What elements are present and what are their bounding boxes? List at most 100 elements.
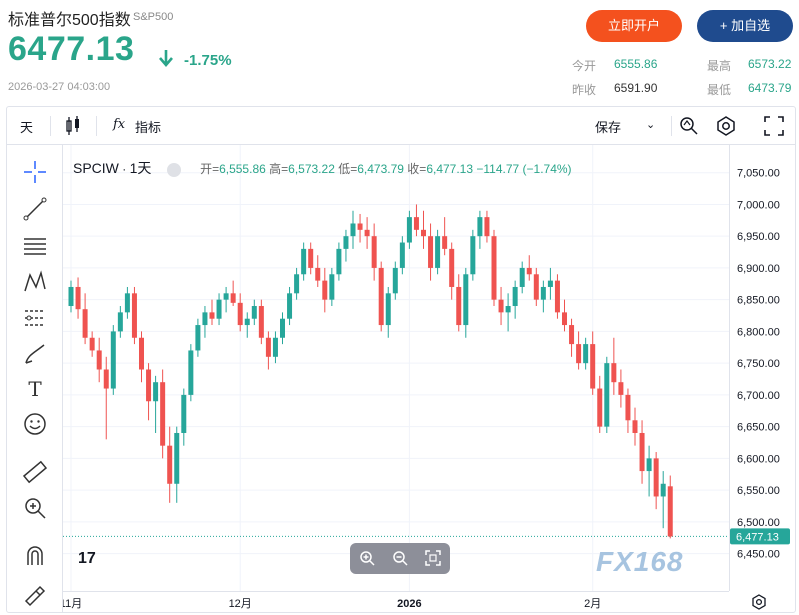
candle — [202, 306, 208, 338]
candle-body — [82, 309, 88, 338]
candle — [308, 242, 314, 275]
candle-body — [435, 236, 441, 268]
candle — [470, 229, 476, 281]
candle — [89, 331, 95, 357]
candle — [322, 267, 328, 313]
candle-body — [153, 382, 159, 402]
candle — [547, 267, 553, 300]
zoom-in-icon[interactable] — [359, 550, 375, 566]
candle — [576, 331, 582, 370]
watermark-logo: FX168 — [596, 546, 684, 577]
candle-body — [562, 312, 567, 326]
candle-body — [653, 458, 659, 497]
candle-body — [519, 267, 525, 287]
candle-body — [329, 274, 335, 300]
candle — [653, 452, 659, 510]
candle-body — [223, 293, 229, 300]
quick-search-icon[interactable] — [679, 116, 699, 136]
y-tick-label: 7,000.00 — [737, 199, 780, 211]
candle-body — [251, 306, 257, 319]
text-tool-icon[interactable]: T — [28, 377, 42, 401]
candle — [611, 337, 617, 395]
settings-gear-icon[interactable] — [716, 116, 736, 136]
low-value: 6473.79 — [748, 81, 792, 95]
fib-lines-icon[interactable] — [22, 233, 48, 259]
legend-low-label: 低= — [338, 162, 358, 176]
function-icon[interactable]: fx — [113, 117, 126, 132]
candle-body — [378, 267, 384, 326]
zoom-out-icon[interactable] — [392, 550, 408, 566]
candlestick-plot[interactable] — [63, 145, 729, 591]
time-axis[interactable]: 11月12月20262月3月4月 — [63, 591, 729, 613]
candle-body — [96, 350, 102, 370]
tradingview-logo[interactable]: 17 — [78, 550, 96, 567]
brush-icon[interactable] — [22, 341, 48, 367]
candle-body — [89, 337, 95, 351]
candle — [590, 331, 596, 395]
candle — [533, 267, 539, 307]
chevron-down-icon[interactable]: ⌄ — [646, 119, 656, 131]
indicators-button[interactable]: 指标 — [135, 120, 162, 135]
candle — [110, 325, 116, 395]
candle-body — [167, 445, 173, 484]
candle-body — [230, 293, 236, 303]
candle-body — [590, 344, 596, 389]
candle-body — [463, 274, 469, 326]
candle — [160, 369, 166, 459]
emoji-icon[interactable] — [22, 411, 48, 437]
candle — [244, 312, 250, 338]
save-button[interactable]: 保存 — [595, 120, 622, 135]
trend-line-icon[interactable] — [22, 196, 48, 222]
candle — [385, 286, 391, 338]
candle — [540, 280, 546, 313]
candle — [216, 293, 222, 326]
candle — [392, 261, 398, 300]
legend-toggle-icon[interactable] — [166, 162, 181, 177]
zoom-controls — [350, 543, 450, 574]
candle-body — [174, 432, 180, 484]
ruler-icon[interactable] — [22, 459, 48, 485]
axis-settings-icon[interactable] — [751, 594, 767, 610]
prediction-icon[interactable] — [22, 305, 48, 331]
candle-body — [364, 229, 370, 237]
candle — [350, 210, 356, 249]
candle-body — [491, 236, 497, 300]
add-watchlist-button[interactable]: + 加自选 — [697, 10, 793, 42]
toolbar-divider — [96, 116, 97, 136]
candle — [315, 255, 321, 287]
candle — [131, 286, 137, 345]
y-tick-label: 6,500.00 — [737, 517, 780, 529]
prev-close-value: 6591.90 — [614, 81, 658, 95]
candles-icon[interactable] — [65, 116, 81, 136]
x-tick-label: 11月 — [63, 598, 82, 610]
candle-body — [540, 286, 546, 300]
crosshair-icon[interactable] — [22, 159, 48, 185]
candle-body — [258, 306, 264, 338]
candle-body — [287, 293, 293, 319]
pattern-icon[interactable] — [22, 269, 48, 295]
candle — [96, 337, 102, 383]
candle — [399, 236, 405, 275]
candle-body — [597, 388, 603, 427]
x-tick-label: 2月 — [584, 598, 601, 610]
candle — [153, 375, 159, 433]
candle-body — [343, 236, 349, 249]
candle-body — [371, 236, 377, 268]
high-label: 最高 — [707, 59, 732, 73]
candle — [280, 312, 285, 345]
lock-drawings-icon[interactable] — [22, 581, 48, 607]
candle-body — [611, 363, 617, 383]
candle — [484, 210, 490, 243]
candle — [139, 331, 144, 383]
interval-button[interactable]: 天 — [20, 120, 34, 135]
zoom-in-icon[interactable] — [22, 495, 48, 521]
fullscreen-icon[interactable] — [764, 116, 784, 136]
candle — [343, 229, 349, 262]
candle-body — [188, 350, 194, 395]
legend-high-value: 6,573.22 — [288, 162, 335, 176]
magnet-icon[interactable] — [22, 543, 48, 569]
reset-view-icon[interactable] — [425, 550, 441, 566]
open-account-button[interactable]: 立即开户 — [586, 10, 682, 42]
candle-body — [428, 236, 434, 268]
price-axis[interactable]: 7,050.00 7,000.00 6,950.00 6,900.00 6,850.00… — [729, 145, 796, 591]
